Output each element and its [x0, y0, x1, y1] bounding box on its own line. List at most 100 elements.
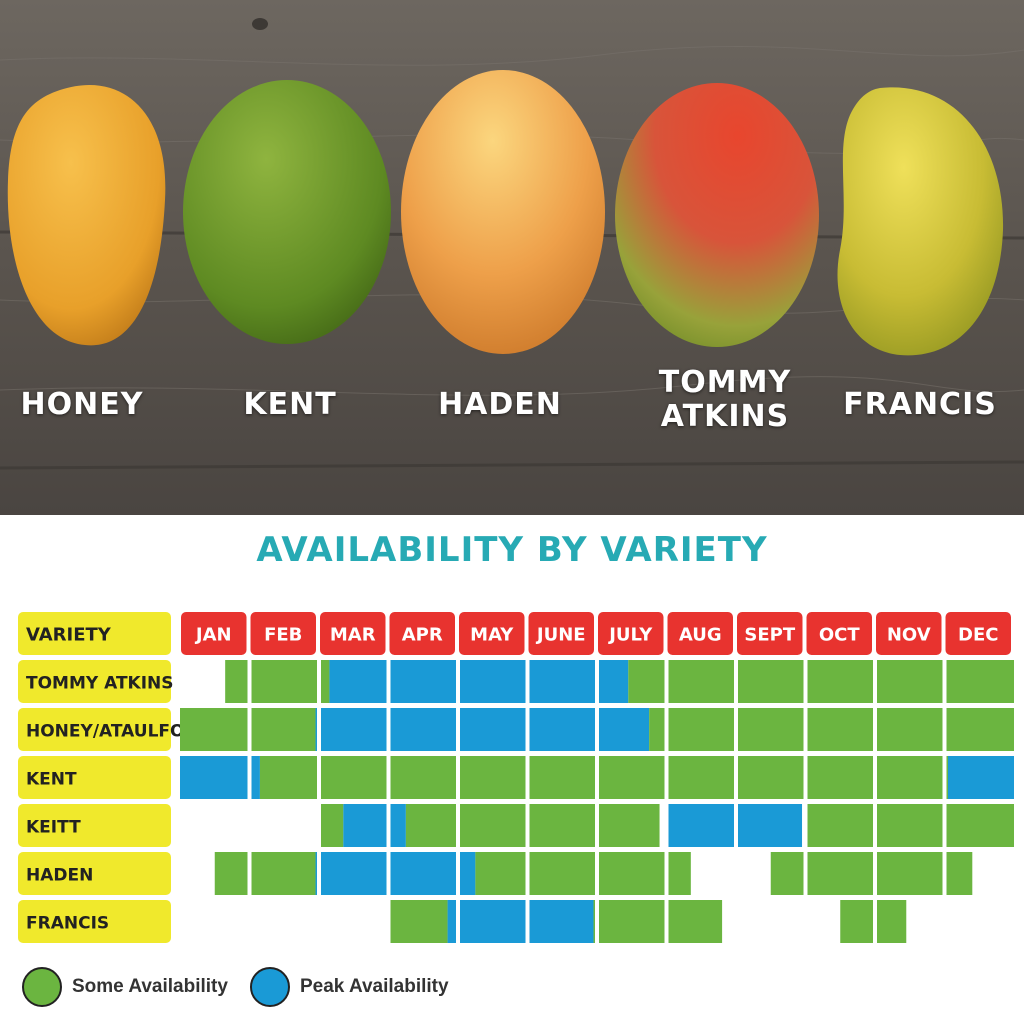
month-header-jan — [181, 612, 247, 655]
bar-keitt-4-some — [805, 804, 1014, 847]
variety-cell-francis — [18, 900, 171, 943]
divider-kent-7 — [664, 756, 669, 799]
divider-haden-11 — [942, 852, 947, 895]
month-header-aug — [667, 612, 733, 655]
legend-some-swatch — [22, 967, 62, 1007]
divider-francis-4 — [456, 900, 460, 943]
variety-header-label: VARIETY — [26, 625, 112, 646]
divider-francis-3 — [386, 900, 391, 943]
divider-francis-10 — [873, 900, 877, 943]
label-tommy-line1: TOMMY — [658, 365, 792, 400]
legend-some: Some Availability — [22, 965, 228, 1009]
legend-peak-label: Peak Availability — [300, 976, 449, 997]
divider-francis-11 — [942, 900, 947, 943]
mango-photo — [0, 0, 1024, 515]
bar-haden-3-some — [770, 852, 973, 895]
divider-honey-ataulfo-5 — [525, 708, 530, 751]
month-label-jan: JAN — [194, 625, 232, 646]
month-label-sept: SEPT — [744, 625, 795, 646]
month-label-mar: MAR — [330, 625, 376, 646]
bar-haden-2-some — [475, 852, 691, 895]
month-header-nov — [876, 612, 942, 655]
label-haden: HADEN — [438, 387, 562, 422]
bar-francis-2-some — [593, 900, 723, 943]
month-label-apr: APR — [402, 625, 443, 646]
bar-tommy-atkins-1-peak — [329, 660, 629, 703]
divider-keitt-2 — [317, 804, 321, 847]
variety-label-francis: FRANCIS — [26, 914, 109, 934]
divider-tommy-atkins-2 — [317, 660, 321, 703]
bar-haden-0-some — [214, 852, 316, 895]
bar-francis-0-some — [388, 900, 448, 943]
variety-cell-keitt — [18, 804, 171, 847]
divider-tommy-atkins-3 — [386, 660, 391, 703]
divider-tommy-atkins-4 — [456, 660, 460, 703]
bar-keitt-0-some — [319, 804, 344, 847]
divider-keitt-4 — [456, 804, 460, 847]
variety-label-keitt: KEITT — [26, 818, 81, 838]
label-francis: FRANCIS — [843, 387, 997, 422]
divider-francis-8 — [734, 900, 738, 943]
divider-tommy-atkins-8 — [734, 660, 738, 703]
month-header-dec — [945, 612, 1011, 655]
divider-honey-ataulfo-8 — [734, 708, 738, 751]
divider-francis-1 — [247, 900, 252, 943]
month-label-june: JUNE — [535, 625, 586, 646]
divider-honey-ataulfo-7 — [664, 708, 669, 751]
divider-keitt-11 — [942, 804, 947, 847]
divider-haden-1 — [247, 852, 252, 895]
divider-francis-7 — [664, 900, 669, 943]
divider-keitt-10 — [873, 804, 877, 847]
label-tommy-atkins: TOMMY ATKINS — [640, 366, 810, 434]
divider-tommy-atkins-9 — [803, 660, 808, 703]
bar-tommy-atkins-2-some — [628, 660, 1014, 703]
month-label-aug: AUG — [679, 625, 722, 646]
bar-francis-1-peak — [447, 900, 594, 943]
legend-some-label: Some Availability — [72, 976, 228, 997]
divider-honey-ataulfo-4 — [456, 708, 460, 751]
divider-kent-10 — [873, 756, 877, 799]
divider-keitt-3 — [386, 804, 391, 847]
label-tommy-line2: ATKINS — [660, 399, 790, 434]
divider-haden-4 — [456, 852, 460, 895]
divider-honey-ataulfo-10 — [873, 708, 877, 751]
bar-haden-1-peak — [315, 852, 476, 895]
divider-keitt-8 — [734, 804, 738, 847]
divider-tommy-atkins-11 — [942, 660, 947, 703]
month-header-sept — [737, 612, 803, 655]
bar-honey-ataulfo-2-some — [649, 708, 1014, 751]
month-header-oct — [806, 612, 872, 655]
label-kent: KENT — [243, 387, 337, 422]
divider-kent-8 — [734, 756, 738, 799]
divider-kent-1 — [247, 756, 252, 799]
divider-keitt-1 — [247, 804, 252, 847]
variety-label-tommy-atkins: TOMMY ATKINS — [26, 674, 174, 694]
divider-francis-2 — [317, 900, 321, 943]
divider-kent-11 — [942, 756, 947, 799]
month-label-dec: DEC — [958, 625, 998, 646]
month-header-apr — [389, 612, 455, 655]
variety-cell-kent — [18, 756, 171, 799]
divider-haden-7 — [664, 852, 669, 895]
divider-keitt-6 — [595, 804, 599, 847]
variety-label-haden: HADEN — [26, 866, 93, 886]
month-label-july: JULY — [607, 625, 653, 646]
divider-tommy-atkins-5 — [525, 660, 530, 703]
divider-kent-9 — [803, 756, 808, 799]
divider-keitt-9 — [803, 804, 808, 847]
bar-kent-2-peak — [947, 756, 1014, 799]
month-label-may: MAY — [470, 625, 514, 646]
bar-keitt-1-peak — [343, 804, 406, 847]
divider-tommy-atkins-1 — [247, 660, 252, 703]
divider-kent-5 — [525, 756, 530, 799]
variety-label-kent: KENT — [26, 770, 77, 790]
divider-honey-ataulfo-11 — [942, 708, 947, 751]
divider-honey-ataulfo-6 — [595, 708, 599, 751]
divider-tommy-atkins-6 — [595, 660, 599, 703]
divider-kent-4 — [456, 756, 460, 799]
divider-honey-ataulfo-9 — [803, 708, 808, 751]
variety-cell-haden — [18, 852, 171, 895]
divider-haden-9 — [803, 852, 808, 895]
label-honey: HONEY — [20, 387, 144, 422]
bar-kent-1-some — [259, 756, 948, 799]
